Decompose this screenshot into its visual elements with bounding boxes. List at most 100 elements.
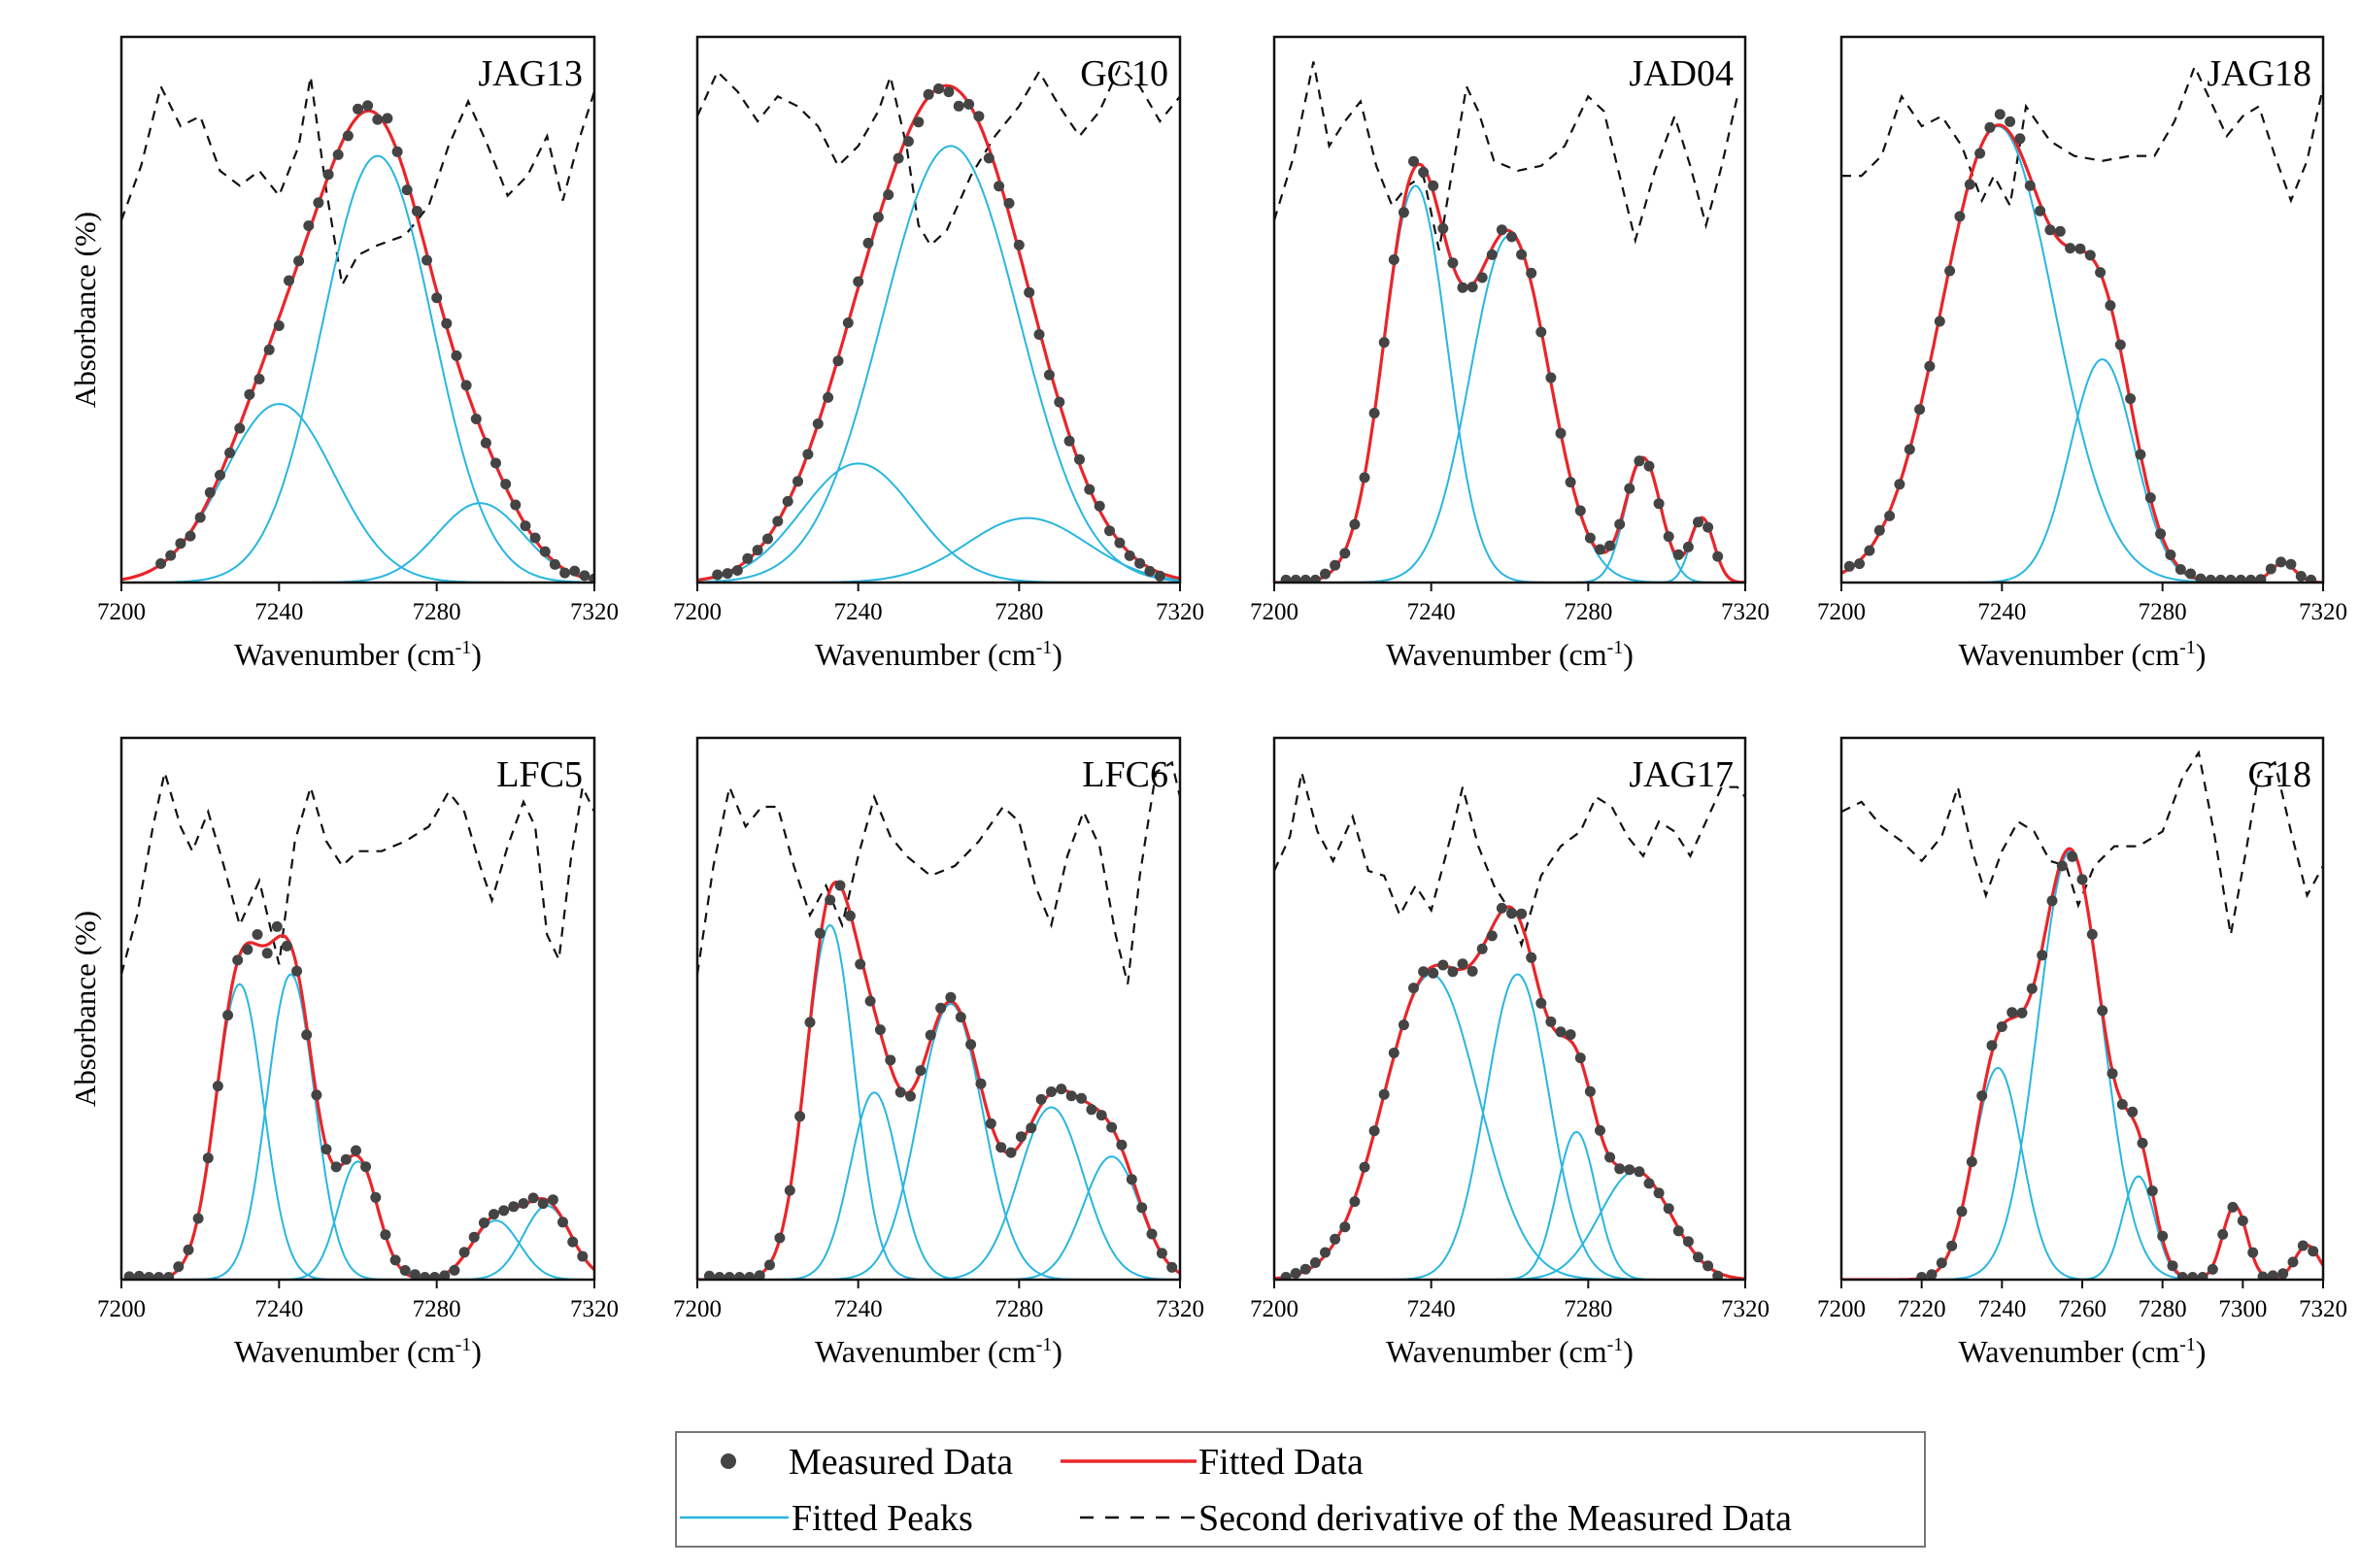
measured-point	[2105, 300, 2116, 312]
measured-point	[923, 88, 934, 100]
measured-point	[2044, 224, 2056, 236]
plot-area	[1274, 772, 1745, 1280]
measured-point	[498, 1205, 510, 1217]
measured-point	[2157, 1230, 2169, 1242]
measured-point	[1104, 525, 1115, 537]
measured-point	[537, 1198, 549, 1210]
measured-point	[1013, 239, 1025, 250]
measured-point	[2054, 225, 2066, 237]
measured-point	[953, 100, 964, 112]
measured-point	[2086, 928, 2098, 940]
measured-point	[489, 1209, 499, 1220]
measured-point	[391, 146, 403, 157]
measured-point	[1418, 966, 1430, 978]
measured-point	[764, 1259, 775, 1271]
measured-point	[2276, 556, 2287, 568]
measured-point	[1368, 408, 1380, 418]
measured-point	[559, 567, 571, 579]
measured-point	[1005, 1147, 1017, 1158]
measured-point	[1653, 1187, 1665, 1199]
measured-point	[762, 533, 773, 545]
measured-point	[905, 1090, 916, 1102]
measured-point	[1299, 1263, 1311, 1275]
measured-point	[155, 558, 167, 569]
measured-point	[204, 486, 216, 498]
measured-point	[915, 1065, 927, 1077]
measured-point	[1614, 1163, 1626, 1175]
measured-point	[508, 1201, 520, 1213]
measured-point	[569, 565, 581, 577]
x-tick-label: 7240	[254, 1296, 303, 1322]
x-tick-label: 7320	[570, 1296, 619, 1322]
measured-point	[1476, 272, 1488, 284]
x-axis-label-end: )	[471, 637, 482, 672]
measured-point	[2026, 983, 2038, 994]
measured-point	[2215, 574, 2227, 583]
measured-point	[2235, 574, 2246, 583]
measured-point	[183, 1244, 194, 1255]
measured-point	[1904, 444, 1915, 455]
measured-point	[724, 1272, 735, 1280]
measured-point	[2176, 1272, 2188, 1280]
measured-point	[133, 1270, 145, 1280]
measured-point	[874, 1024, 886, 1036]
measured-point	[215, 469, 225, 481]
measured-point	[2127, 1106, 2139, 1118]
measured-point	[420, 1272, 430, 1280]
measured-point	[2217, 1228, 2229, 1240]
measured-point	[825, 894, 836, 906]
measured-point	[1574, 505, 1586, 517]
measured-point	[301, 1029, 313, 1041]
measured-point	[1398, 207, 1409, 218]
x-axis-label: Wavenumber (cm-1)	[234, 1334, 482, 1369]
x-axis-label: Wavenumber (cm-1)	[815, 637, 1062, 672]
measured-point	[194, 512, 206, 523]
measured-point	[1359, 1161, 1370, 1173]
x-tick-label: 7280	[1564, 1296, 1612, 1322]
measured-point	[1712, 550, 1724, 562]
measured-point	[1894, 479, 1905, 490]
chart-gc10: 7200 7240 7280 7320 GC10 Wavenumber (cm-1)	[673, 35, 1204, 672]
measured-point	[823, 391, 834, 403]
measured-point	[1408, 155, 1419, 167]
fitted-peak-3	[1841, 1175, 2323, 1280]
measured-point	[2187, 1272, 2199, 1280]
plot-area	[1841, 63, 2323, 583]
measured-point	[2107, 1068, 2118, 1080]
measured-point	[1614, 518, 1626, 530]
measured-point	[1984, 121, 1996, 133]
measured-point	[1349, 1196, 1361, 1208]
measured-point	[2308, 1246, 2319, 1257]
measured-point	[975, 1078, 987, 1089]
x-tick-label: 7240	[1977, 599, 2026, 625]
measured-point	[2014, 133, 2026, 145]
measured-point	[1114, 537, 1126, 549]
measured-point	[252, 929, 263, 940]
measured-point	[579, 570, 590, 582]
x-axis-label-sup: -1	[1036, 1334, 1053, 1355]
y-axis-label: Absorbance (%)	[68, 212, 102, 408]
measured-point	[2167, 1260, 2178, 1272]
measured-point	[872, 212, 884, 223]
measured-point	[1166, 1261, 1178, 1273]
x-axis-label-main: Wavenumber (cm	[234, 1334, 455, 1369]
measured-point	[284, 275, 294, 286]
x-axis-label-main: Wavenumber (cm	[815, 1334, 1036, 1369]
measured-point	[1339, 1221, 1351, 1233]
measured-point	[1944, 265, 1956, 277]
plot-area	[121, 76, 594, 583]
fitted-peak-3	[697, 1002, 1180, 1280]
measured-point	[1447, 966, 1459, 978]
fitted-peak-1	[121, 403, 594, 583]
measured-point	[1693, 1251, 1703, 1263]
measured-point	[963, 98, 975, 110]
measured-point	[1339, 548, 1351, 559]
second-derivative-line	[1274, 772, 1745, 949]
measured-point	[441, 317, 453, 329]
measured-point	[2247, 1247, 2259, 1258]
measured-point	[212, 1081, 223, 1092]
measured-point	[2237, 1215, 2248, 1226]
x-tick-label: 7240	[1407, 599, 1456, 625]
fitted-peak-1	[1841, 124, 2323, 583]
plot-frame	[119, 35, 596, 584]
